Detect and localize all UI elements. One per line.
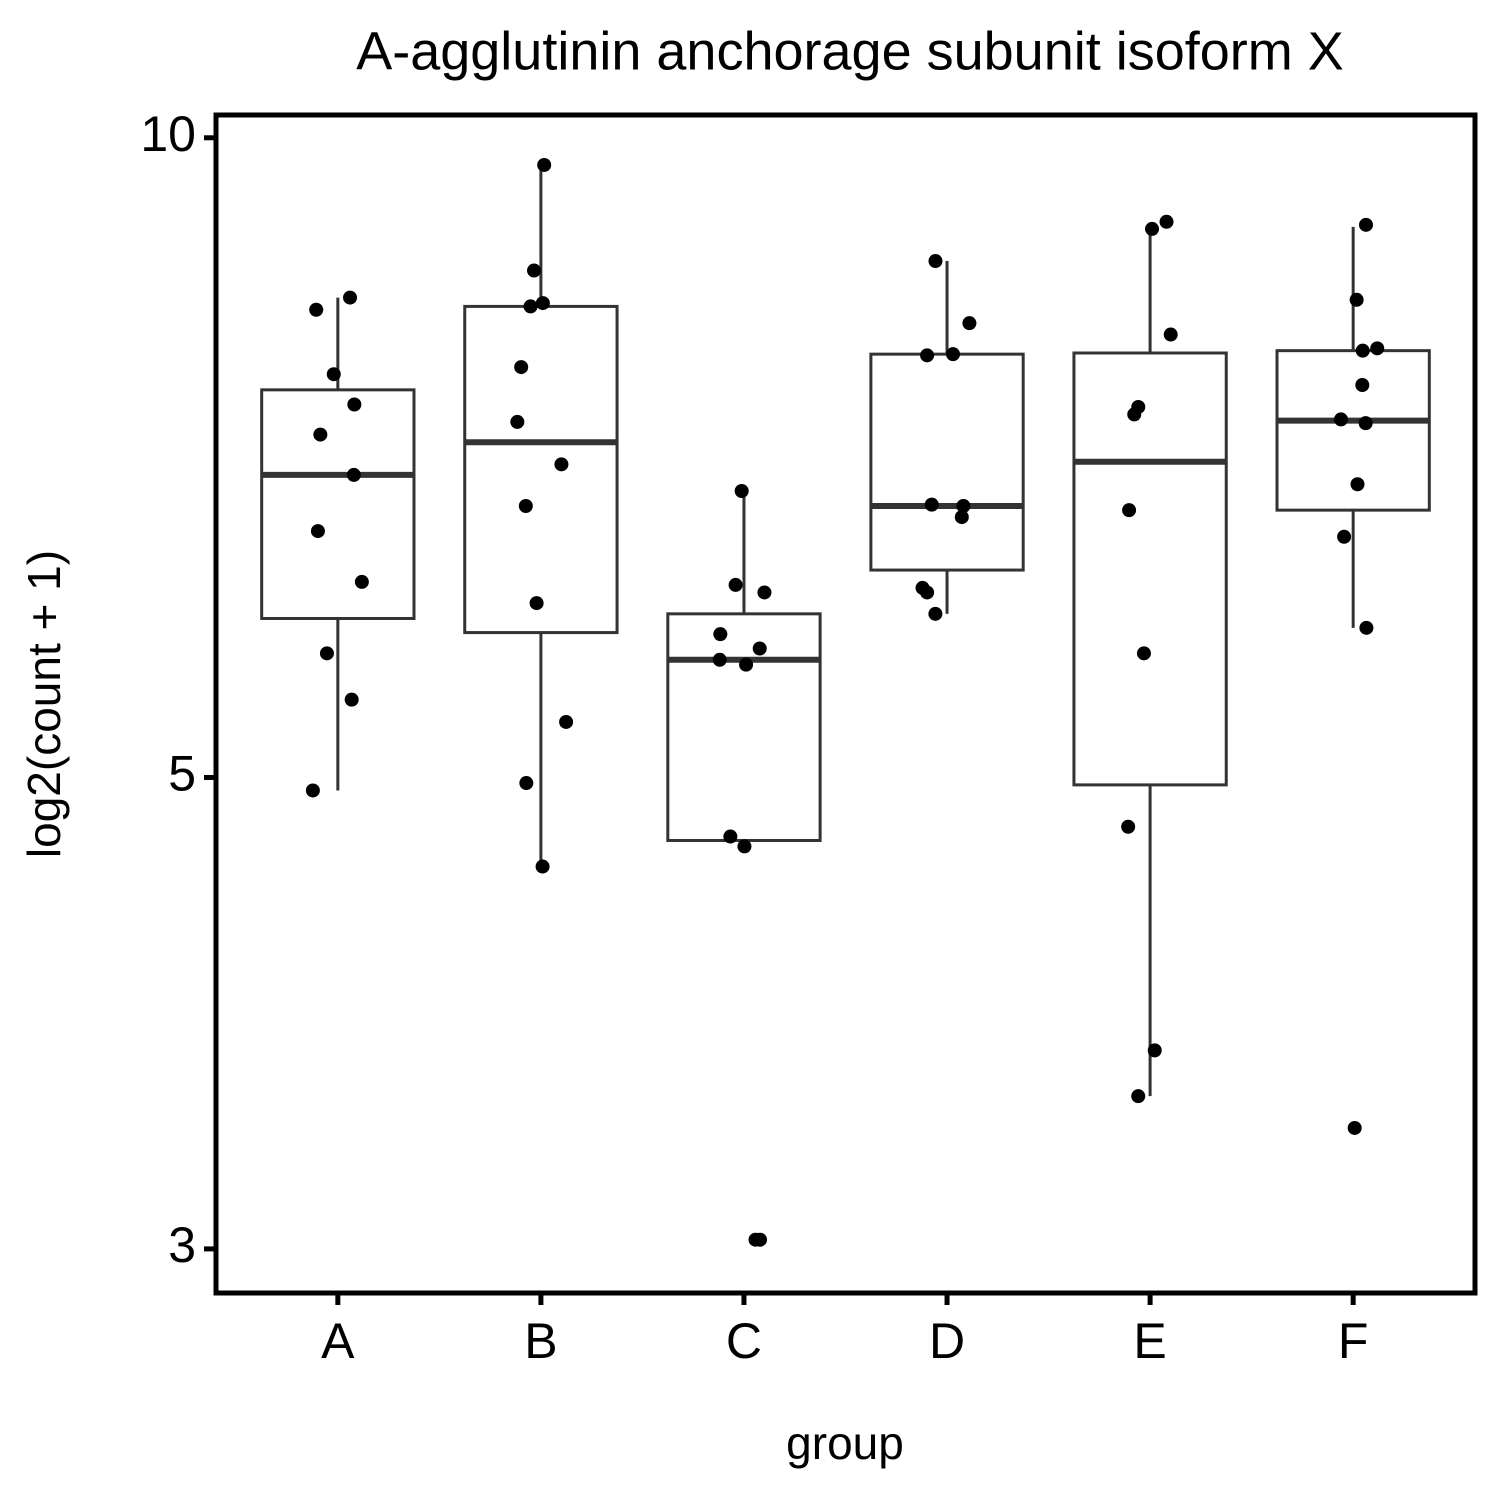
point: [748, 1232, 763, 1247]
point: [305, 783, 320, 798]
box: [1275, 349, 1431, 512]
point: [712, 652, 727, 667]
point: [723, 829, 738, 844]
x-tick-label: A: [321, 1313, 355, 1369]
point: [319, 646, 334, 661]
point: [354, 574, 369, 589]
point: [1127, 407, 1142, 422]
y-tick-label: 5: [168, 746, 196, 802]
point: [529, 596, 544, 611]
point: [946, 347, 961, 362]
point: [313, 427, 328, 442]
point: [1333, 412, 1348, 427]
point: [1163, 327, 1178, 342]
point: [956, 498, 971, 513]
point: [954, 510, 969, 525]
point: [535, 859, 550, 874]
point: [1350, 477, 1365, 492]
point: [1370, 341, 1385, 356]
box: [666, 612, 822, 842]
point: [347, 397, 362, 412]
point: [1147, 1043, 1162, 1058]
x-tick-label: B: [524, 1313, 557, 1369]
point: [559, 714, 574, 729]
point: [737, 839, 752, 854]
point: [523, 299, 538, 314]
point: [309, 302, 324, 317]
point: [1136, 646, 1151, 661]
point: [1347, 1120, 1362, 1135]
box: [463, 304, 619, 635]
point: [1145, 221, 1160, 236]
point: [343, 290, 358, 305]
y-tick-label: 3: [168, 1217, 196, 1273]
y-tick-label: 10: [140, 106, 196, 162]
point: [924, 497, 939, 512]
point: [728, 577, 743, 592]
x-tick-label: C: [726, 1313, 762, 1369]
y-axis-label: log2(count + 1): [18, 550, 70, 858]
point: [734, 483, 749, 498]
point: [1337, 529, 1352, 544]
box: [869, 352, 1025, 572]
point: [527, 263, 542, 278]
plot-border: [213, 112, 1478, 1296]
point: [1355, 343, 1370, 358]
point: [519, 776, 534, 791]
point: [1359, 620, 1374, 635]
point: [1122, 503, 1137, 518]
point: [310, 524, 325, 539]
x-tick-label: E: [1133, 1313, 1166, 1369]
point: [928, 254, 943, 269]
point: [962, 316, 977, 331]
point: [344, 692, 359, 707]
point: [920, 348, 935, 363]
point: [537, 157, 552, 172]
point: [346, 467, 361, 482]
point: [1358, 217, 1373, 232]
chart-title: A-agglutinin anchorage subunit isoform X: [356, 21, 1344, 81]
box: [260, 388, 416, 620]
point: [535, 296, 550, 311]
point: [757, 585, 772, 600]
point: [1355, 378, 1370, 393]
x-tick-label: D: [929, 1313, 965, 1369]
point: [518, 498, 533, 513]
x-axis-label: group: [786, 1417, 904, 1469]
point: [326, 367, 341, 382]
point: [1349, 292, 1364, 307]
point: [928, 606, 943, 621]
point: [514, 360, 529, 375]
point: [752, 641, 767, 656]
point: [1159, 214, 1174, 229]
point: [713, 627, 728, 642]
point: [920, 585, 935, 600]
point: [1121, 819, 1136, 834]
point: [554, 457, 569, 472]
point: [1131, 1089, 1146, 1104]
point: [1358, 416, 1373, 431]
point: [510, 414, 525, 429]
point: [739, 657, 754, 672]
x-tick-label: F: [1338, 1313, 1369, 1369]
box: [1072, 351, 1228, 787]
